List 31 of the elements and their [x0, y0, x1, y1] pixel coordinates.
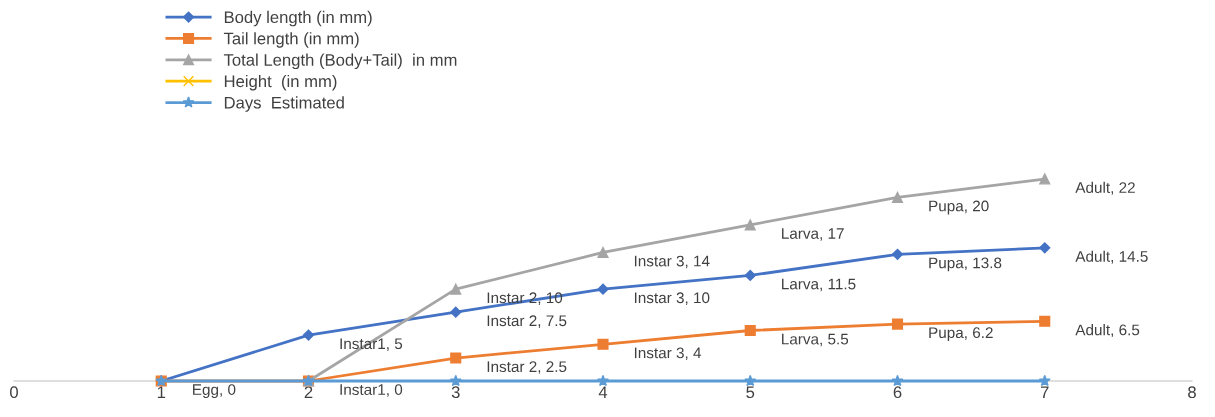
data-label: Larva, 11.5 [782, 278, 856, 292]
data-label: Instar 3, 10 [634, 292, 710, 305]
data-label: Instar1, 0 [340, 384, 403, 397]
x-tick-label: 3 [451, 386, 460, 399]
data-label: Pupa, 6.2 [929, 327, 993, 342]
data-label: Pupa, 20 [929, 200, 989, 215]
data-label: Larva, 5.5 [782, 333, 849, 347]
data-label: Egg, 0 [193, 384, 236, 399]
legend-label: Body length (in mm) [224, 10, 372, 27]
x-tick-label: 8 [1188, 386, 1196, 399]
data-label: Adult, 6.5 [1075, 324, 1140, 338]
legend-label: Total Length (Body+Tail) in mm [223, 53, 457, 70]
data-label: Instar 3, 4 [634, 347, 702, 361]
x-tick-label: 2 [304, 386, 313, 398]
data-label: Larva, 17 [782, 228, 844, 241]
legend-label: Tail length (in mm) [223, 32, 359, 48]
data-label: Instar 3, 14 [634, 255, 710, 269]
x-tick-label: 0 [10, 386, 18, 399]
data-label: Instar 2, 2.5 [487, 361, 567, 374]
x-tick-label: 5 [746, 386, 755, 399]
x-tick-label: 7 [1040, 386, 1049, 398]
data-label: Adult, 22 [1075, 181, 1135, 195]
x-tick-label: 6 [893, 386, 902, 399]
data-label: Instar 2, 7.5 [487, 315, 567, 328]
legend-label: Height (in mm) [224, 74, 337, 91]
data-label: Pupa, 13.8 [929, 257, 1002, 272]
legend-label: Days Estimated [224, 96, 344, 112]
data-label: Adult, 14.5 [1075, 250, 1148, 264]
x-tick-label: 4 [598, 386, 608, 398]
data-label: Instar1, 5 [340, 338, 403, 351]
x-tick-label: 1 [157, 386, 166, 398]
